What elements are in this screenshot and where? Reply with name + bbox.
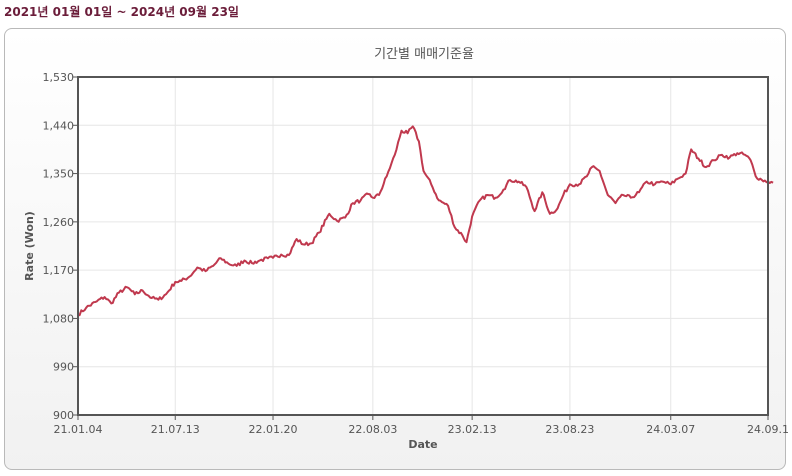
x-tick-label: 22.08.03 bbox=[348, 423, 397, 436]
chart-title: 기간별 매매기준율 bbox=[374, 47, 474, 62]
y-tick-label: 990 bbox=[53, 361, 74, 374]
x-axis-ticks: 21.01.04 21.07.13 22.01.20 22.08.03 23.02.13… bbox=[54, 415, 789, 436]
y-tick-label: 1,260 bbox=[43, 216, 75, 229]
y-tick-label: 1,170 bbox=[43, 264, 75, 277]
series-group bbox=[77, 125, 774, 317]
plot-area bbox=[78, 77, 768, 415]
x-tick-label: 21.01.04 bbox=[54, 423, 103, 436]
x-tick-label: 22.01.20 bbox=[249, 423, 298, 436]
x-tick-label: 21.07.13 bbox=[151, 423, 200, 436]
y-axis-label: Rate (Won) bbox=[23, 211, 36, 281]
x-tick-label: 24.09.1 bbox=[747, 423, 789, 436]
y-tick-label: 900 bbox=[53, 409, 74, 422]
plot-border bbox=[77, 76, 769, 416]
date-range-label: 2021년 01월 01일 ~ 2024년 09월 23일 bbox=[4, 5, 239, 19]
y-tick-label: 1,530 bbox=[43, 71, 75, 84]
x-axis-label: Date bbox=[408, 438, 437, 451]
y-tick-label: 1,440 bbox=[43, 119, 75, 132]
x-tick-label: 23.08.23 bbox=[545, 423, 594, 436]
y-tick-label: 1,080 bbox=[43, 312, 75, 325]
series-line bbox=[77, 125, 774, 317]
x-tick-label: 23.02.13 bbox=[448, 423, 497, 436]
y-axis-ticks: 900 990 1,080 1,170 1,260 1,350 1,440 1,530 bbox=[43, 71, 78, 422]
y-tick-label: 1,350 bbox=[43, 168, 75, 181]
x-tick-label: 24.03.07 bbox=[646, 423, 695, 436]
